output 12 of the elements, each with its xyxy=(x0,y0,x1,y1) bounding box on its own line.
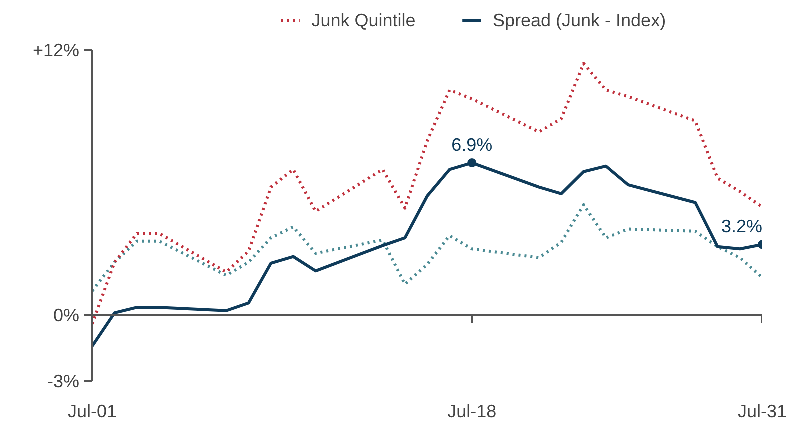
line-series xyxy=(92,203,762,293)
y-tick-label: +12% xyxy=(32,40,80,60)
x-tick-label: Jul-18 xyxy=(448,402,497,422)
x-tick-label: Jul-31 xyxy=(738,402,788,422)
line-series xyxy=(92,62,762,326)
x-tick-label: Jul-01 xyxy=(68,402,118,422)
y-tick-label: -3% xyxy=(47,372,80,392)
legend-label: Spread (Junk - Index) xyxy=(492,10,666,30)
legend-label: Junk Quintile xyxy=(312,10,416,30)
annotation: 6.9% xyxy=(452,135,493,156)
annotation: 3.2% xyxy=(721,216,763,237)
y-tick-label: 0% xyxy=(53,305,80,326)
